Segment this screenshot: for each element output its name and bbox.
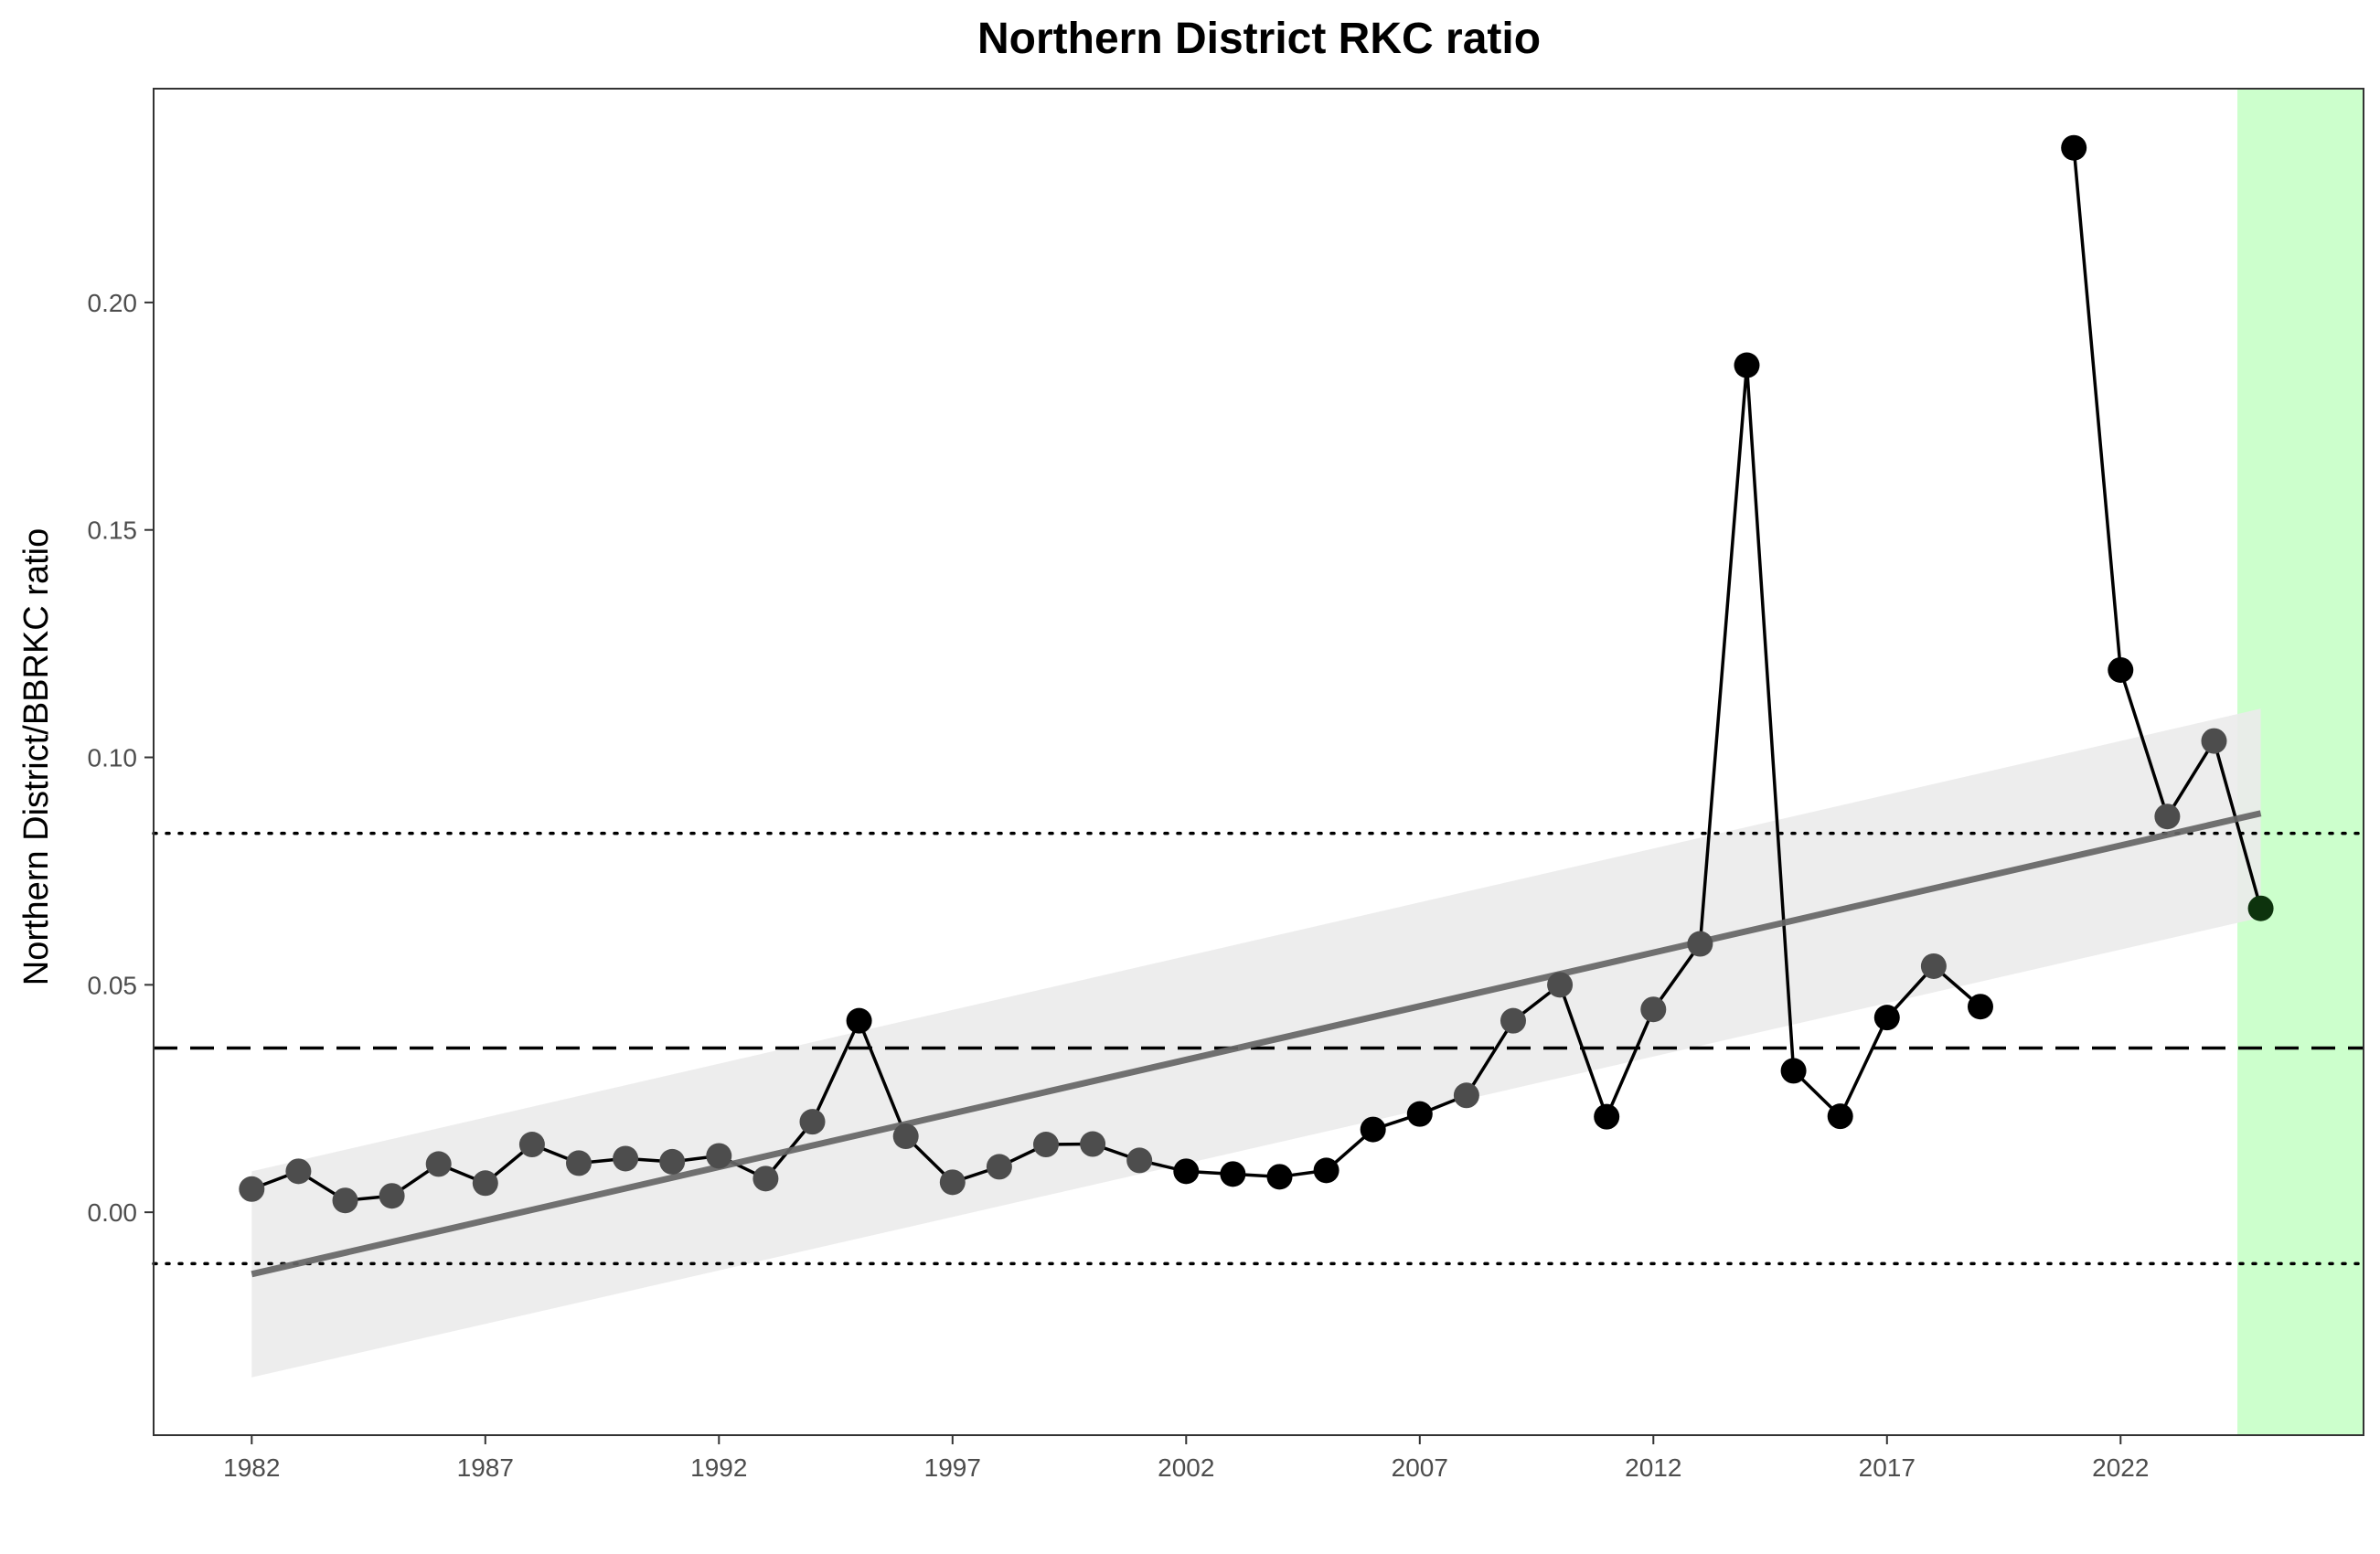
data-point	[379, 1183, 405, 1209]
data-point	[986, 1154, 1012, 1180]
data-point	[1547, 972, 1574, 998]
chart-title: Northern District RKC ratio	[977, 15, 1541, 63]
data-point	[659, 1148, 686, 1175]
data-point	[2201, 728, 2227, 754]
x-tick-label: 2002	[1158, 1453, 1214, 1482]
plot-area: 1982 1987 1992 1997 2002 2007 2012 2017 2022 0.00…	[88, 88, 2365, 1482]
data-point	[566, 1150, 592, 1176]
data-point	[1640, 996, 1667, 1023]
data-point	[1313, 1157, 1339, 1184]
x-tick-label: 2007	[1392, 1453, 1448, 1482]
y-tick-label: 0.00	[88, 1198, 138, 1227]
data-point	[1873, 1005, 1900, 1031]
data-point	[1594, 1103, 1620, 1130]
data-point	[613, 1145, 639, 1172]
x-tick-label: 1997	[924, 1453, 981, 1482]
x-tick-label: 2017	[1859, 1453, 1916, 1482]
data-point	[1266, 1164, 1293, 1190]
data-point	[285, 1158, 312, 1185]
data-point	[518, 1132, 545, 1158]
data-point	[1032, 1132, 1059, 1158]
y-tick-label: 0.15	[88, 516, 138, 545]
x-tick-label: 1987	[457, 1453, 514, 1482]
data-point	[425, 1151, 452, 1177]
data-point	[1687, 931, 1713, 957]
data-point	[1967, 994, 1993, 1020]
data-point	[2247, 895, 2274, 921]
data-point	[1827, 1103, 1853, 1130]
data-point	[2108, 656, 2134, 683]
data-point	[1360, 1116, 1386, 1143]
data-point	[1780, 1058, 1807, 1084]
y-tick-label: 0.20	[88, 289, 138, 317]
data-point	[239, 1176, 265, 1202]
data-point	[332, 1187, 358, 1214]
data-point	[1920, 953, 1947, 979]
data-point	[706, 1143, 732, 1169]
x-tick-label: 2012	[1625, 1453, 1681, 1482]
data-point	[1173, 1158, 1200, 1185]
y-tick-label: 0.05	[88, 971, 138, 999]
data-point	[472, 1170, 498, 1197]
data-point	[752, 1166, 779, 1192]
y-tick-label: 0.10	[88, 744, 138, 772]
data-point	[1734, 352, 1760, 378]
data-point	[1453, 1082, 1479, 1109]
data-point	[1406, 1101, 1433, 1127]
trend-line	[251, 810, 2262, 1278]
x-tick-label: 1982	[223, 1453, 280, 1482]
data-point	[1220, 1161, 1246, 1187]
data-point	[892, 1123, 919, 1150]
data-point	[939, 1169, 966, 1196]
data-point	[2154, 804, 2181, 830]
data-point	[1080, 1131, 1106, 1157]
data-point	[846, 1007, 872, 1034]
data-point	[1500, 1007, 1526, 1034]
data-point	[1126, 1147, 1153, 1174]
x-tick-label: 1992	[690, 1453, 747, 1482]
data-point	[799, 1109, 826, 1135]
x-tick-label: 2022	[2092, 1453, 2149, 1482]
data-point	[2061, 134, 2087, 161]
plot-border	[153, 88, 2364, 1436]
y-axis-title: Northern District/BBRKC ratio	[17, 528, 56, 985]
